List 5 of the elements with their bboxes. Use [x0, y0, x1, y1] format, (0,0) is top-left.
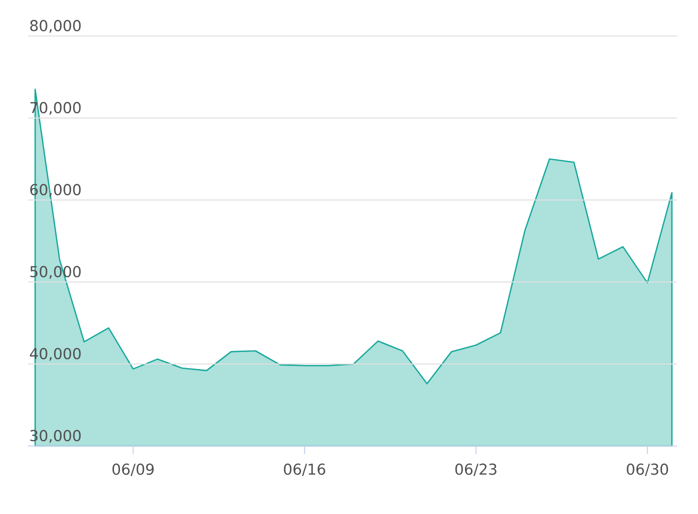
y-tick-label: 80,000 [30, 20, 81, 33]
x-tick-label: 06/09 [112, 464, 154, 476]
x-tick-label: 06/23 [455, 464, 496, 476]
x-tick-label: 06/30 [626, 464, 668, 476]
x-tick-label: 06/16 [284, 464, 326, 476]
